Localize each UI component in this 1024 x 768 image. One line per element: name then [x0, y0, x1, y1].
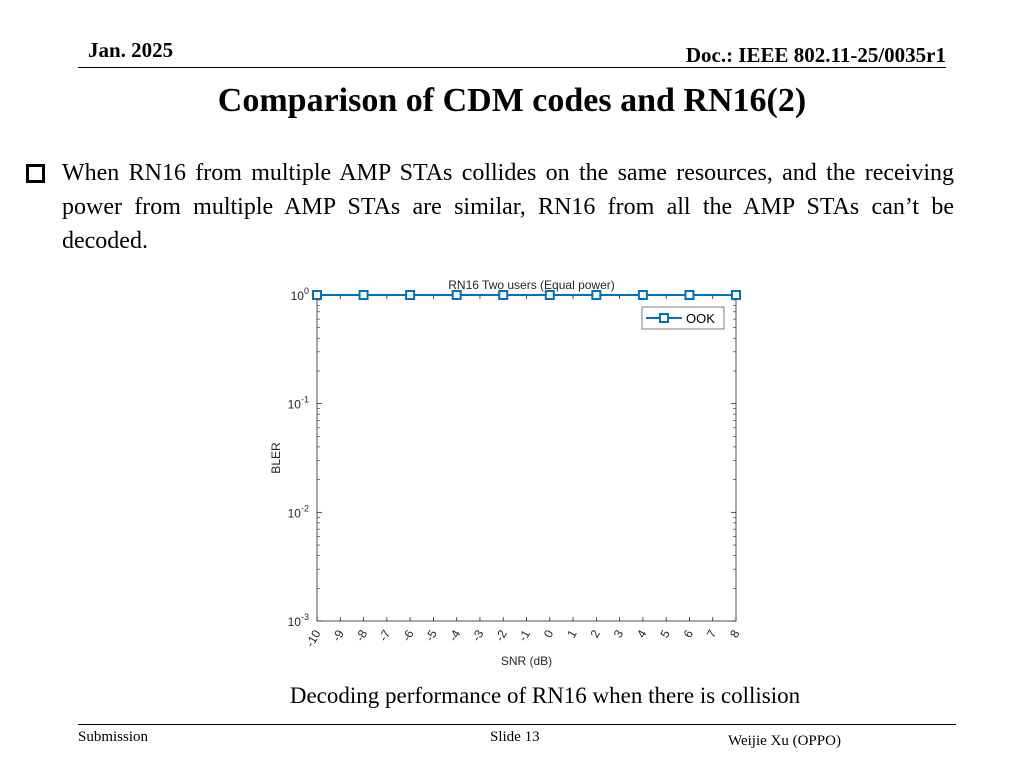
data-point [498, 290, 509, 300]
legend-label: OOK [686, 311, 715, 326]
x-tick-label: -7 [376, 627, 394, 644]
x-tick-label: -9 [329, 627, 347, 644]
x-tick-label: 1 [564, 627, 580, 640]
bullet-text: When RN16 from multiple AMP STAs collide… [62, 160, 954, 254]
data-point [544, 290, 555, 300]
data-point [312, 290, 322, 300]
data-point [637, 290, 648, 300]
x-tick-label: 5 [657, 627, 673, 640]
x-tick-label: 7 [704, 627, 720, 640]
slide-title: Comparison of CDM codes and RN16(2) [217, 82, 807, 119]
data-point [405, 290, 416, 300]
y-tick-label: 10-3 [288, 612, 309, 629]
x-tick-label: -10 [303, 627, 324, 649]
data-point [731, 290, 741, 300]
bler-chart: -10 -9 -8 -7 -6 -5 -4 -3 -2 -1 0 1 2 3 4 5 6 7 810010-110-… [269, 278, 743, 668]
x-tick-label: 0 [541, 627, 557, 640]
x-tick-label: -1 [516, 627, 534, 644]
chart-title: RN16 Two users (Equal power) [448, 278, 615, 292]
header-divider [78, 67, 946, 68]
legend-box [641, 306, 725, 330]
plot-area [316, 294, 737, 622]
x-tick-label: 8 [727, 627, 743, 640]
x-tick-label: 3 [611, 627, 627, 640]
footer-submission: Submission [78, 729, 149, 745]
footer-author: Weijie Xu (OPPO) [728, 733, 841, 749]
footer-slide-number: Slide 13 [490, 729, 540, 745]
x-axis-label: SNR (dB) [501, 654, 552, 668]
x-tick-label: -5 [423, 627, 441, 644]
header-date: Jan. 2025 [88, 38, 174, 62]
x-tick-label: -3 [469, 627, 487, 644]
x-tick-label: 4 [634, 627, 650, 640]
y-tick-label: 10-1 [288, 395, 309, 412]
bullet-square-icon [26, 164, 45, 183]
chart-caption: Decoding performance of RN16 when there … [289, 683, 801, 708]
y-tick-label: 100 [291, 286, 309, 303]
x-tick-label: -2 [492, 627, 510, 644]
y-axis-label: BLER [269, 442, 283, 474]
data-point [451, 290, 462, 300]
x-tick-label: -8 [353, 627, 371, 644]
y-tick-label: 10-2 [288, 503, 309, 520]
data-point [358, 290, 369, 300]
footer-divider [78, 724, 956, 725]
header-doc-id: Doc.: IEEE 802.11-25/0035r1 [685, 43, 946, 67]
data-point [591, 290, 602, 300]
data-point [684, 290, 695, 300]
x-tick-label: 6 [681, 627, 697, 640]
x-tick-label: 2 [587, 627, 603, 640]
legend-marker [659, 313, 669, 323]
x-tick-label: -4 [446, 627, 464, 644]
x-tick-label: -6 [399, 627, 417, 644]
